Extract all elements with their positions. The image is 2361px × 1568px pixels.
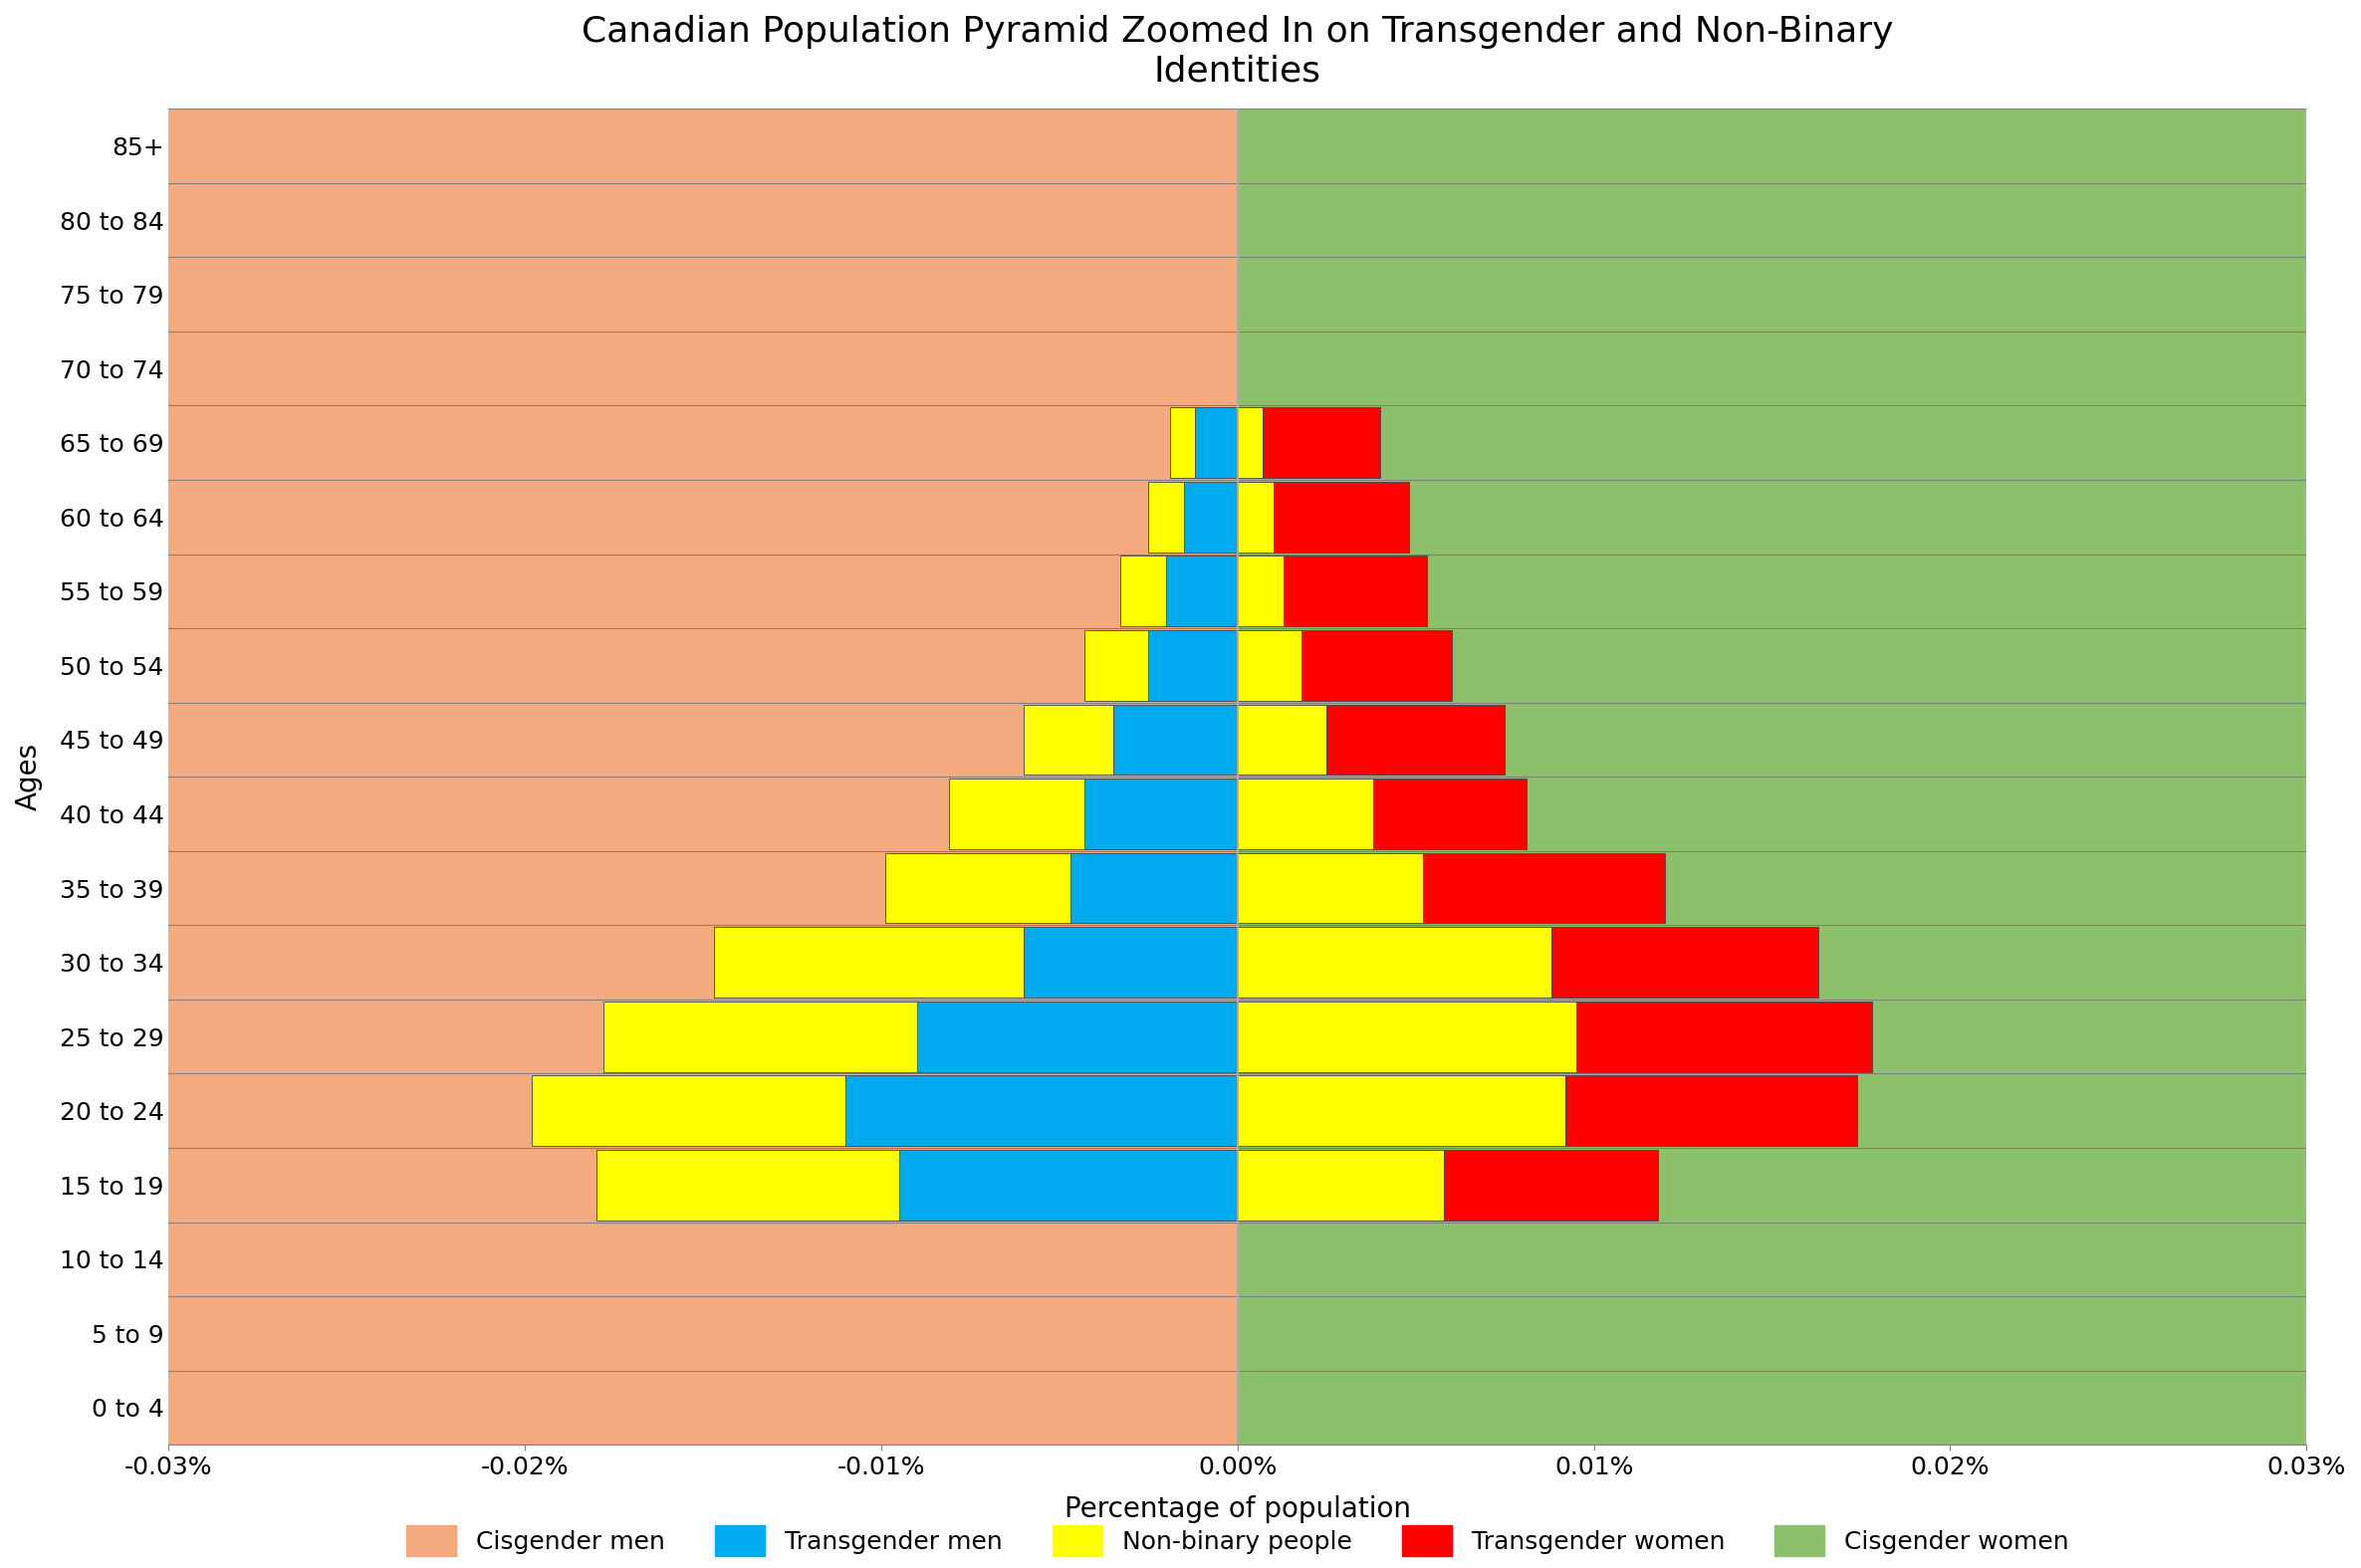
Bar xyxy=(1565,1076,1858,1146)
Bar xyxy=(1237,480,2307,554)
Legend: Cisgender men, Transgender men, Non-binary people, Transgender women, Cisgender : Cisgender men, Transgender men, Non-bina… xyxy=(397,1516,2080,1566)
Bar xyxy=(1237,853,1424,924)
Bar xyxy=(1237,257,2307,331)
Bar xyxy=(1147,481,1185,552)
Bar xyxy=(713,927,1025,997)
Bar xyxy=(168,108,1237,183)
Bar xyxy=(1237,1297,2307,1370)
Bar xyxy=(1237,999,2307,1074)
Bar xyxy=(1237,630,1301,701)
Bar xyxy=(168,1297,1237,1370)
Bar xyxy=(1195,408,1237,478)
Bar xyxy=(1445,1149,1657,1220)
Bar xyxy=(1112,704,1237,775)
Bar xyxy=(531,1076,845,1146)
Bar xyxy=(597,1149,900,1220)
Bar xyxy=(1237,481,1273,552)
Bar xyxy=(168,183,1237,257)
Bar xyxy=(168,331,1237,406)
Bar xyxy=(168,1074,1237,1148)
Bar xyxy=(1119,557,1166,627)
Bar xyxy=(1237,331,2307,406)
Bar xyxy=(1025,704,1112,775)
Bar xyxy=(1237,554,2307,629)
Bar xyxy=(1327,704,1504,775)
Bar xyxy=(1237,557,1284,627)
Bar xyxy=(1284,557,1426,627)
Bar xyxy=(1147,630,1237,701)
Bar xyxy=(168,257,1237,331)
Bar xyxy=(885,853,1070,924)
Bar xyxy=(1166,557,1237,627)
Bar xyxy=(1237,1074,2307,1148)
Bar xyxy=(168,629,1237,702)
Bar xyxy=(1237,1370,2307,1444)
Bar xyxy=(1237,1221,2307,1297)
Bar xyxy=(168,480,1237,554)
Y-axis label: Ages: Ages xyxy=(14,743,42,811)
Bar xyxy=(168,776,1237,851)
Bar xyxy=(168,1148,1237,1221)
Bar xyxy=(168,406,1237,480)
Bar xyxy=(1171,408,1195,478)
Bar xyxy=(1237,1076,1565,1146)
Bar xyxy=(1237,1002,1577,1073)
Bar xyxy=(1237,776,2307,851)
Bar xyxy=(1551,927,1818,997)
Bar xyxy=(1237,1148,2307,1221)
Bar xyxy=(168,999,1237,1074)
Bar xyxy=(1237,108,2307,183)
Bar xyxy=(949,779,1084,850)
Bar xyxy=(168,1370,1237,1444)
Bar xyxy=(1084,630,1147,701)
Bar xyxy=(1237,927,1551,997)
Bar xyxy=(1273,481,1410,552)
Bar xyxy=(168,925,1237,999)
Bar xyxy=(1237,779,1374,850)
Bar xyxy=(845,1076,1237,1146)
Bar xyxy=(1301,630,1452,701)
Title: Canadian Population Pyramid Zoomed In on Transgender and Non-Binary
Identities: Canadian Population Pyramid Zoomed In on… xyxy=(581,16,1894,88)
Bar xyxy=(900,1149,1237,1220)
Bar xyxy=(1237,1149,1445,1220)
Bar xyxy=(168,1221,1237,1297)
Bar xyxy=(1070,853,1237,924)
Bar xyxy=(1237,925,2307,999)
Bar xyxy=(604,1002,916,1073)
Bar xyxy=(168,851,1237,925)
Bar xyxy=(1237,851,2307,925)
Bar xyxy=(1237,629,2307,702)
Bar xyxy=(1424,853,1665,924)
Bar xyxy=(1237,408,1263,478)
Bar xyxy=(168,554,1237,629)
Bar xyxy=(916,1002,1237,1073)
Bar xyxy=(1374,779,1525,850)
X-axis label: Percentage of population: Percentage of population xyxy=(1065,1496,1412,1524)
Bar xyxy=(1237,183,2307,257)
Bar xyxy=(1084,779,1237,850)
Bar xyxy=(168,702,1237,776)
Bar xyxy=(1577,1002,1872,1073)
Bar xyxy=(1263,408,1381,478)
Bar xyxy=(1185,481,1237,552)
Bar xyxy=(1237,704,1327,775)
Bar xyxy=(1237,406,2307,480)
Bar xyxy=(1237,702,2307,776)
Bar xyxy=(1025,927,1237,997)
